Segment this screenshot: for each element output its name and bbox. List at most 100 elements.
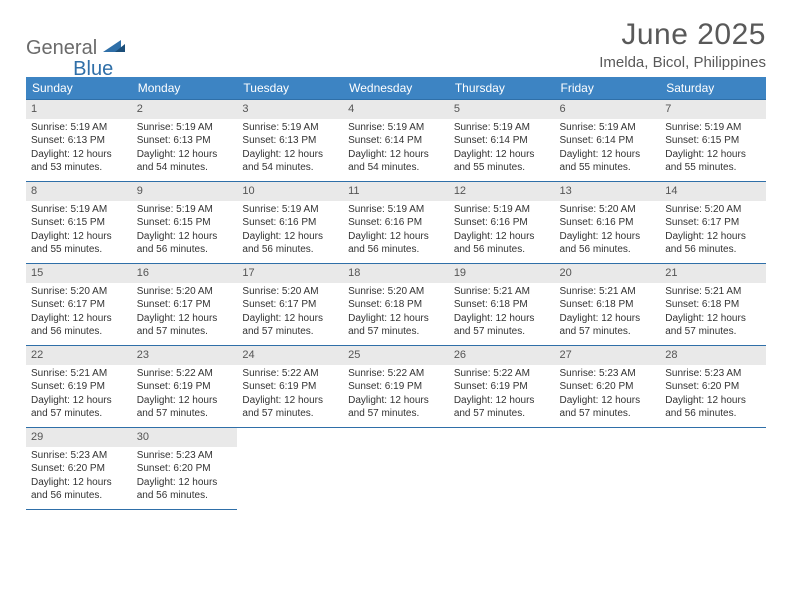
sunrise-text: Sunrise: 5:20 AM: [137, 285, 233, 299]
sunrise-text: Sunrise: 5:22 AM: [137, 367, 233, 381]
sunset-text: Sunset: 6:16 PM: [242, 216, 338, 230]
day-body: Sunrise: 5:19 AMSunset: 6:13 PMDaylight:…: [237, 119, 343, 179]
day-cell: 24Sunrise: 5:22 AMSunset: 6:19 PMDayligh…: [237, 346, 343, 428]
sunrise-text: Sunrise: 5:19 AM: [454, 203, 550, 217]
day-body: Sunrise: 5:19 AMSunset: 6:15 PMDaylight:…: [26, 201, 132, 261]
day-number: 14: [660, 182, 766, 201]
day-cell: [449, 428, 555, 510]
daylight-text: Daylight: 12 hours and 53 minutes.: [31, 148, 127, 175]
daylight-text: Daylight: 12 hours and 57 minutes.: [560, 394, 656, 421]
day-number: 25: [343, 346, 449, 365]
sunset-text: Sunset: 6:19 PM: [454, 380, 550, 394]
daylight-text: Daylight: 12 hours and 56 minutes.: [560, 230, 656, 257]
day-cell: 3Sunrise: 5:19 AMSunset: 6:13 PMDaylight…: [237, 100, 343, 182]
day-cell: 23Sunrise: 5:22 AMSunset: 6:19 PMDayligh…: [132, 346, 238, 428]
day-header: Wednesday: [343, 77, 449, 100]
sunset-text: Sunset: 6:20 PM: [665, 380, 761, 394]
sunrise-text: Sunrise: 5:21 AM: [454, 285, 550, 299]
sunset-text: Sunset: 6:14 PM: [560, 134, 656, 148]
day-number: 19: [449, 264, 555, 283]
day-cell: 9Sunrise: 5:19 AMSunset: 6:15 PMDaylight…: [132, 182, 238, 264]
sunrise-text: Sunrise: 5:19 AM: [137, 121, 233, 135]
sunrise-text: Sunrise: 5:20 AM: [242, 285, 338, 299]
sunset-text: Sunset: 6:19 PM: [242, 380, 338, 394]
daylight-text: Daylight: 12 hours and 57 minutes.: [454, 312, 550, 339]
sunset-text: Sunset: 6:14 PM: [348, 134, 444, 148]
day-body: Sunrise: 5:19 AMSunset: 6:13 PMDaylight:…: [26, 119, 132, 179]
day-header: Saturday: [660, 77, 766, 100]
sunset-text: Sunset: 6:18 PM: [454, 298, 550, 312]
sunrise-text: Sunrise: 5:19 AM: [137, 203, 233, 217]
logo-word1: General: [26, 37, 97, 60]
sunrise-text: Sunrise: 5:19 AM: [665, 121, 761, 135]
sunset-text: Sunset: 6:19 PM: [137, 380, 233, 394]
day-cell: 4Sunrise: 5:19 AMSunset: 6:14 PMDaylight…: [343, 100, 449, 182]
daylight-text: Daylight: 12 hours and 57 minutes.: [348, 394, 444, 421]
week-row: 29Sunrise: 5:23 AMSunset: 6:20 PMDayligh…: [26, 428, 766, 510]
sunset-text: Sunset: 6:13 PM: [242, 134, 338, 148]
logo: General Blue: [26, 18, 113, 71]
day-number: 1: [26, 100, 132, 119]
day-body: Sunrise: 5:21 AMSunset: 6:18 PMDaylight:…: [660, 283, 766, 343]
day-number: 13: [555, 182, 661, 201]
day-body: Sunrise: 5:19 AMSunset: 6:13 PMDaylight:…: [132, 119, 238, 179]
sunset-text: Sunset: 6:20 PM: [560, 380, 656, 394]
daylight-text: Daylight: 12 hours and 54 minutes.: [242, 148, 338, 175]
day-body: Sunrise: 5:19 AMSunset: 6:16 PMDaylight:…: [343, 201, 449, 261]
day-cell: 16Sunrise: 5:20 AMSunset: 6:17 PMDayligh…: [132, 264, 238, 346]
sunset-text: Sunset: 6:18 PM: [348, 298, 444, 312]
day-body: Sunrise: 5:20 AMSunset: 6:17 PMDaylight:…: [132, 283, 238, 343]
day-body: Sunrise: 5:23 AMSunset: 6:20 PMDaylight:…: [555, 365, 661, 425]
day-cell: 19 Sunrise: 5:21 AMSunset: 6:18 PMDayligh…: [449, 264, 555, 346]
day-header: Friday: [555, 77, 661, 100]
day-body: Sunrise: 5:19 AMSunset: 6:15 PMDaylight:…: [132, 201, 238, 261]
day-cell: 20Sunrise: 5:21 AMSunset: 6:18 PMDayligh…: [555, 264, 661, 346]
day-cell: 22Sunrise: 5:21 AMSunset: 6:19 PMDayligh…: [26, 346, 132, 428]
daylight-text: Daylight: 12 hours and 55 minutes.: [560, 148, 656, 175]
day-number: 29: [26, 428, 132, 447]
day-body: Sunrise: 5:22 AMSunset: 6:19 PMDaylight:…: [449, 365, 555, 425]
daylight-text: Daylight: 12 hours and 56 minutes.: [137, 476, 233, 503]
day-number: 27: [555, 346, 661, 365]
daylight-text: Daylight: 12 hours and 57 minutes.: [560, 312, 656, 339]
daylight-text: Daylight: 12 hours and 57 minutes.: [665, 312, 761, 339]
day-header: Thursday: [449, 77, 555, 100]
sunset-text: Sunset: 6:15 PM: [137, 216, 233, 230]
day-cell: 25Sunrise: 5:22 AMSunset: 6:19 PMDayligh…: [343, 346, 449, 428]
sunrise-text: Sunrise: 5:19 AM: [454, 121, 550, 135]
header-bar: General Blue June 2025 Imelda, Bicol, Ph…: [26, 18, 766, 71]
sunrise-text: Sunrise: 5:21 AM: [31, 367, 127, 381]
day-cell: 12Sunrise: 5:19 AMSunset: 6:16 PMDayligh…: [449, 182, 555, 264]
week-row: 8Sunrise: 5:19 AMSunset: 6:15 PMDaylight…: [26, 182, 766, 264]
day-number: 11: [343, 182, 449, 201]
day-number: 22: [26, 346, 132, 365]
week-row: 15Sunrise: 5:20 AMSunset: 6:17 PMDayligh…: [26, 264, 766, 346]
day-body: Sunrise: 5:19 AMSunset: 6:14 PMDaylight:…: [555, 119, 661, 179]
day-cell: 28Sunrise: 5:23 AMSunset: 6:20 PMDayligh…: [660, 346, 766, 428]
day-header: Tuesday: [237, 77, 343, 100]
sunset-text: Sunset: 6:17 PM: [137, 298, 233, 312]
day-cell: 13Sunrise: 5:20 AMSunset: 6:16 PMDayligh…: [555, 182, 661, 264]
daylight-text: Daylight: 12 hours and 57 minutes.: [242, 312, 338, 339]
daylight-text: Daylight: 12 hours and 55 minutes.: [31, 230, 127, 257]
day-cell: 5Sunrise: 5:19 AMSunset: 6:14 PMDaylight…: [449, 100, 555, 182]
day-number: 5: [449, 100, 555, 119]
day-number: 30: [132, 428, 238, 447]
day-body: Sunrise: 5:21 AMSunset: 6:18 PMDaylight:…: [555, 283, 661, 343]
sunset-text: Sunset: 6:17 PM: [31, 298, 127, 312]
sunset-text: Sunset: 6:15 PM: [31, 216, 127, 230]
daylight-text: Daylight: 12 hours and 57 minutes.: [454, 394, 550, 421]
day-number: 17: [237, 264, 343, 283]
day-body: Sunrise: 5:20 AMSunset: 6:16 PMDaylight:…: [555, 201, 661, 261]
sunrise-text: Sunrise: 5:20 AM: [348, 285, 444, 299]
day-cell: [343, 428, 449, 510]
day-cell: 27Sunrise: 5:23 AMSunset: 6:20 PMDayligh…: [555, 346, 661, 428]
day-cell: [660, 428, 766, 510]
day-body: Sunrise: 5:19 AMSunset: 6:16 PMDaylight:…: [237, 201, 343, 261]
daylight-text: Daylight: 12 hours and 57 minutes.: [137, 312, 233, 339]
daylight-text: Daylight: 12 hours and 54 minutes.: [137, 148, 233, 175]
day-body: Sunrise: 5:20 AMSunset: 6:17 PMDaylight:…: [660, 201, 766, 261]
day-body: Sunrise: 5:23 AMSunset: 6:20 PMDaylight:…: [26, 447, 132, 507]
day-cell: 6Sunrise: 5:19 AMSunset: 6:14 PMDaylight…: [555, 100, 661, 182]
sunset-text: Sunset: 6:14 PM: [454, 134, 550, 148]
